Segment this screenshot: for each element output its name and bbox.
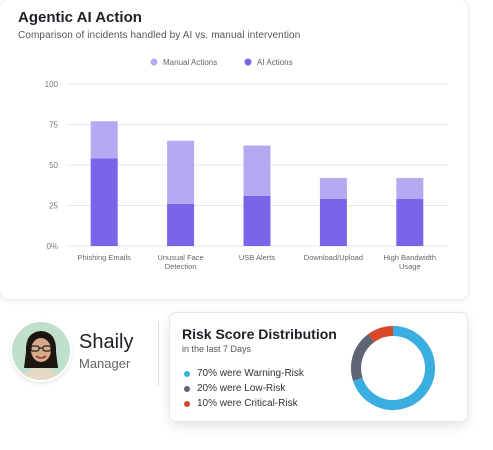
risk-legend-item-critical: 10% were Critical-Risk: [184, 398, 298, 409]
y-tick-label: 100: [45, 80, 59, 89]
legend-label: AI Actions: [257, 58, 293, 67]
y-tick-label: 75: [49, 121, 58, 130]
x-tick-label: High Bandwidth: [384, 253, 437, 262]
risk-legend-item-warning: 70% were Warning-Risk: [184, 368, 304, 379]
x-tick-label: Phishing Emails: [78, 253, 132, 262]
bar-manual-actions: [319, 177, 347, 200]
chart-title: Agentic AI Action: [18, 9, 142, 26]
low-dot-icon: [184, 385, 190, 392]
divider: [158, 322, 159, 386]
x-tick-label: Detection: [165, 262, 197, 271]
x-tick-label: Usage: [399, 262, 421, 271]
legend-marker-icon: [244, 58, 252, 66]
x-tick-label: USB Alerts: [239, 253, 276, 262]
risk-legend-label: 10% were Critical-Risk: [197, 398, 298, 409]
x-tick-label: Unusual Face: [157, 253, 203, 262]
bar-manual-actions: [243, 145, 271, 196]
donut-slice: [368, 326, 394, 343]
donut-slice: [351, 334, 375, 381]
risk-subtitle: in the last 7 Days: [182, 344, 252, 354]
risk-donut-chart: [351, 326, 435, 410]
profile-name: Shaily: [79, 331, 134, 353]
critical-dot-icon: [184, 400, 190, 407]
risk-legend-label: 70% were Warning-Risk: [197, 368, 304, 379]
risk-title: Risk Score Distribution: [182, 326, 337, 342]
bar-manual-actions: [396, 177, 424, 200]
warning-dot-icon: [184, 370, 190, 377]
risk-legend-label: 20% were Low-Risk: [197, 383, 286, 394]
chart-subtitle: Comparison of incidents handled by AI vs…: [18, 30, 301, 41]
y-tick-label: 50: [49, 161, 58, 170]
stacked-bar-chart: 0% 25 50 75 100 Phishing Emails Unusual FaceDe…: [45, 58, 448, 271]
profile-role: Manager: [79, 356, 131, 371]
bar-manual-actions: [90, 121, 118, 159]
person-avatar-icon: [12, 322, 70, 380]
y-tick-label: 0%: [46, 242, 58, 251]
bar-ai-actions: [396, 199, 424, 246]
y-tick-label: 25: [49, 202, 58, 211]
agentic-ai-action-card: 0% 25 50 75 100 Phishing Emails Unusual Face De…: [18, 9, 448, 271]
bar-manual-actions: [167, 140, 195, 204]
bar-ai-actions: [90, 158, 118, 246]
x-tick-label: Download/Upload: [304, 253, 363, 262]
bar-ai-actions: [243, 195, 271, 246]
donut-slice: [353, 326, 435, 410]
legend-marker-icon: [150, 58, 158, 66]
bar-ai-actions: [167, 203, 195, 246]
risk-score-card: Risk Score Distribution in the last 7 Da…: [170, 313, 467, 421]
bar-ai-actions: [319, 199, 347, 246]
risk-legend-item-low: 20% were Low-Risk: [184, 383, 285, 394]
legend-label: Manual Actions: [163, 58, 217, 67]
avatar: [12, 322, 70, 380]
